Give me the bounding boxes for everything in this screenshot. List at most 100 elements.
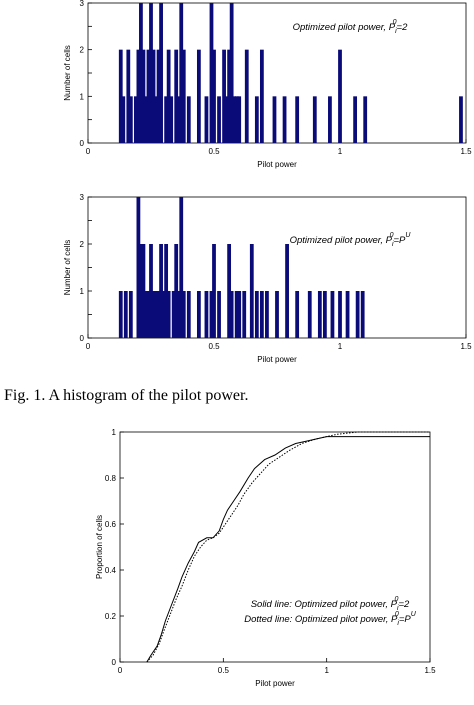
- bar: [338, 49, 342, 143]
- bar: [237, 96, 242, 143]
- annotation-part: i: [392, 241, 394, 248]
- caption: Fig. 1. A histogram of the pilot power.: [4, 387, 248, 404]
- x-axis-label: Pilot power: [257, 160, 297, 169]
- bar: [275, 291, 279, 338]
- plot-frame: [119, 431, 431, 663]
- bar: [136, 197, 141, 338]
- bar: [222, 49, 226, 143]
- bar: [355, 291, 360, 338]
- bar: [217, 96, 221, 143]
- y-axis-label: Number of cells: [63, 45, 72, 101]
- x-tick-label: 0: [86, 147, 91, 156]
- bar: [118, 49, 123, 143]
- x-tick-label: 1: [338, 342, 343, 351]
- bar: [154, 291, 158, 338]
- bar: [234, 96, 239, 143]
- bar: [312, 96, 317, 143]
- bar: [141, 244, 146, 338]
- cdf-line: [146, 436, 430, 663]
- bar: [254, 96, 259, 143]
- bar: [176, 96, 181, 143]
- bar: [244, 49, 249, 143]
- bar: [217, 291, 221, 338]
- bar: [144, 96, 148, 143]
- bar: [128, 291, 133, 338]
- bar: [282, 96, 287, 143]
- y-tick-label: 0: [112, 658, 117, 667]
- annotation-part: i: [397, 620, 399, 627]
- bar: [166, 49, 171, 143]
- bar: [259, 49, 264, 143]
- annotation-part: 0: [395, 596, 399, 603]
- bar: [121, 96, 126, 143]
- y-tick-label: 1: [112, 428, 117, 437]
- annotation-part: Optimized pilot power,: [293, 22, 389, 33]
- bar: [204, 291, 209, 338]
- bar: [171, 291, 176, 338]
- bar: [149, 244, 153, 338]
- annotation-part: Solid line: Optimized pilot power,: [251, 599, 391, 610]
- annotation-part: i: [397, 605, 399, 612]
- x-tick-label: 1: [338, 147, 343, 156]
- bar: [307, 291, 312, 338]
- bar: [139, 244, 143, 338]
- bar: [181, 49, 186, 143]
- bar: [169, 96, 174, 143]
- annotation: Optimized pilot power, Pi 0=2: [293, 19, 408, 35]
- bar: [285, 244, 289, 338]
- bar: [126, 49, 131, 143]
- bar: [459, 96, 463, 143]
- bar: [232, 96, 237, 143]
- bar: [151, 49, 156, 143]
- annotation: Solid line: Optimized pilot power, Pi 0=2: [251, 596, 410, 612]
- annotation-part: 0: [393, 19, 397, 26]
- bar: [353, 96, 358, 143]
- bar: [186, 291, 191, 338]
- bar: [328, 96, 332, 143]
- bar: [330, 291, 335, 338]
- y-tick-label: 0.8: [105, 474, 117, 483]
- bar: [229, 3, 234, 143]
- x-axis-label: Pilot power: [257, 355, 297, 364]
- bar: [166, 291, 171, 338]
- bar: [212, 244, 216, 338]
- bar: [159, 244, 163, 338]
- bar: [118, 291, 123, 338]
- bar: [227, 244, 232, 338]
- annotation-part: 0: [390, 232, 394, 239]
- bar: [295, 291, 300, 338]
- bar: [149, 3, 153, 143]
- bar: [123, 291, 128, 338]
- annotation-part: P: [389, 22, 396, 33]
- bar: [360, 291, 365, 338]
- bar: [224, 96, 229, 143]
- bar: [161, 291, 166, 338]
- bar: [141, 49, 146, 143]
- annotation-part: P: [391, 614, 398, 625]
- x-tick-label: 0: [86, 342, 91, 351]
- annotation-part: =2: [397, 22, 409, 33]
- x-axis-label: Pilot power: [255, 679, 295, 688]
- annotation-part: P: [391, 599, 398, 610]
- bar: [237, 291, 242, 338]
- bar: [181, 291, 186, 338]
- bar: [204, 96, 209, 143]
- x-tick-label: 0.5: [208, 342, 220, 351]
- bar: [196, 49, 201, 143]
- y-tick-label: 0: [80, 139, 85, 148]
- annotation: Dotted line: Optimized pilot power, Pi 0=…: [244, 611, 417, 627]
- cdf-line: [146, 431, 430, 663]
- bar: [322, 291, 327, 338]
- bar: [154, 96, 158, 143]
- bar: [295, 96, 300, 143]
- bar: [345, 291, 350, 338]
- bar: [139, 3, 143, 143]
- bar: [209, 291, 214, 338]
- bar: [196, 291, 201, 338]
- annotation-part: P: [386, 235, 393, 246]
- annotation-part: =P: [393, 235, 406, 246]
- bar: [209, 3, 214, 143]
- bar: [229, 291, 234, 338]
- bar: [272, 96, 277, 143]
- bar: [254, 291, 259, 338]
